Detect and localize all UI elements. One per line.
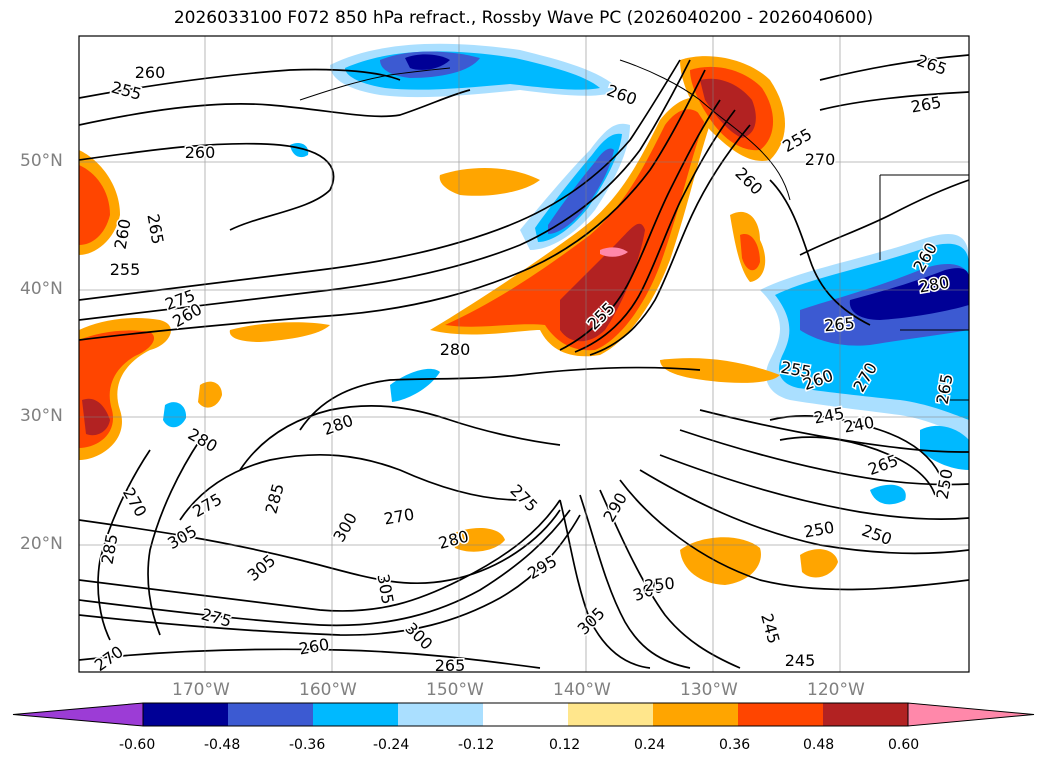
colorbar-segment [568,703,653,726]
colorbar-tick-label: -0.60 [119,737,156,753]
contour-label: 265 [435,656,466,675]
colorbar-segment [483,703,568,726]
lat-label: 30°N [20,406,63,426]
colorbar-segment [653,703,738,726]
colorbar-tick-label: 0.36 [719,737,751,753]
colorbar-segment [228,703,313,726]
colorbar-tick-label: 0.24 [634,737,666,753]
colorbar-tick-label: 0.60 [888,737,920,753]
contour-label: 255 [110,260,141,279]
coastlines [299,59,969,401]
colorbar-segment [738,703,823,726]
colorbar-tick-label: -0.48 [204,737,241,753]
colorbar-segment [907,702,1035,727]
contour-label: 245 [785,651,816,670]
contour-label: 265 [823,314,855,336]
shaded-field [79,43,969,585]
colorbar-tick-label: -0.12 [458,737,495,753]
colorbar [12,702,1035,727]
contour-lines [79,54,969,669]
lon-label: 170°W [172,680,230,700]
lon-label: 150°W [426,680,484,700]
colorbar-segment [398,703,483,726]
colorbar-segment [12,702,144,727]
contour-label: 245 [757,611,783,645]
contour-label: 250 [643,574,675,596]
lon-label: 130°W [680,680,738,700]
contour-label: 260 [135,63,166,82]
lon-label: 160°W [299,680,357,700]
colorbar-frame [142,702,909,727]
colorbar-segment [313,703,398,726]
gridlines [79,36,969,672]
colorbar-tick-label: 0.12 [549,737,581,753]
colorbar-segment [143,703,228,726]
lon-label: 140°W [553,680,611,700]
colorbar-tick-label: 0.48 [803,737,835,753]
contour-label: 270 [805,150,836,169]
lon-label: 120°W [807,680,865,700]
lat-label: 40°N [20,279,63,299]
map-frame [78,35,970,673]
map-title: 2026033100 F072 850 hPa refract., Rossby… [173,8,874,28]
lat-label: 50°N [20,151,63,171]
colorbar-tick-label: -0.24 [373,737,410,753]
colorbar-segment [823,703,908,726]
colorbar-tick-label: -0.36 [289,737,326,753]
lat-label: 20°N [20,534,63,554]
contour-label: 260 [185,143,216,162]
contour-label: 280 [440,340,471,359]
